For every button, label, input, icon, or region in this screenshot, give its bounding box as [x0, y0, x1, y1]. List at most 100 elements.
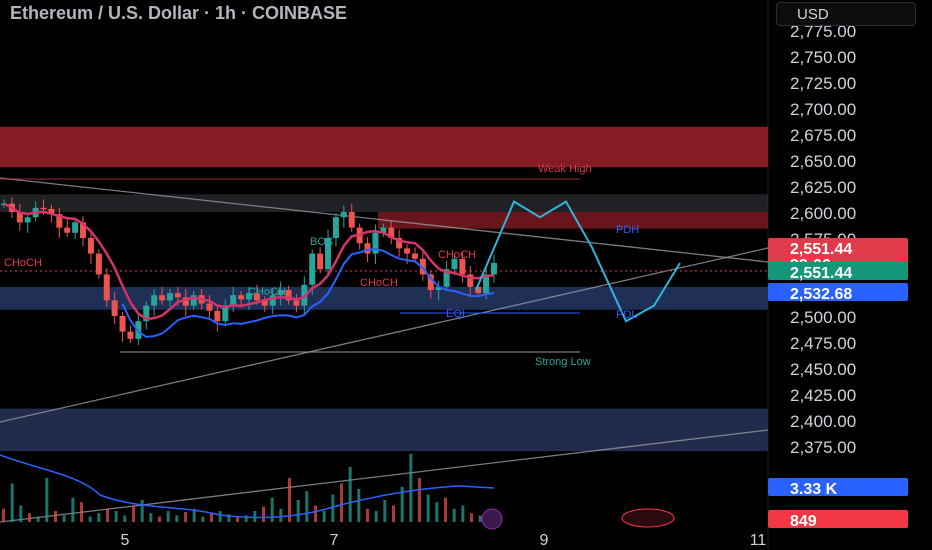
candle-body [443, 269, 450, 287]
candle [325, 229, 332, 276]
candle-body [475, 286, 482, 294]
volume-bar [392, 505, 395, 522]
y-tick-label: 2,675.00 [790, 126, 856, 145]
candle-body [293, 300, 300, 306]
volume-bar [19, 505, 23, 522]
annotation-label: Strong Low [535, 356, 591, 368]
volume-bar [114, 511, 118, 522]
volume-bar [80, 502, 83, 522]
annotation-label: PDH [616, 224, 639, 236]
candle [72, 218, 79, 240]
volume-bar [314, 505, 317, 522]
y-tick-label: 2,375.00 [790, 438, 856, 457]
volume-bar [270, 497, 274, 522]
volume-bar [340, 483, 343, 522]
candle-body [467, 274, 474, 287]
forecast-line [475, 200, 681, 323]
candle [56, 207, 63, 238]
annotation-label: PDL [616, 309, 637, 321]
candle-body [459, 258, 466, 275]
volume-bar [192, 508, 196, 522]
y-tick-label: 2,775.00 [790, 22, 856, 41]
candle-body [246, 293, 252, 300]
price-tag-ma-bg [768, 283, 908, 301]
candle-body [364, 243, 371, 254]
candle-body [214, 310, 221, 322]
candle-body [332, 217, 339, 238]
volume-bar [123, 515, 127, 522]
candle-body [72, 222, 79, 233]
candle-body [95, 253, 102, 275]
indicator-tag: 849 [768, 510, 908, 530]
volume-bar [435, 502, 439, 522]
volume-bar [400, 486, 404, 522]
candle-body [222, 305, 229, 322]
volume-bar [201, 516, 205, 522]
volume-bar [62, 515, 66, 522]
volume-bar [45, 478, 49, 522]
candle-body [380, 227, 387, 233]
candle [419, 250, 426, 281]
candle-body [111, 300, 118, 316]
annotation-label: CHoCH [360, 277, 398, 289]
candle-body [238, 295, 245, 300]
candle [285, 285, 292, 305]
candle-body [483, 274, 490, 294]
y-tick-label: 2,625.00 [790, 178, 856, 197]
volume-bar [71, 497, 75, 522]
volume-bar [166, 511, 170, 522]
zone-supply [0, 126, 768, 168]
volume-bar [374, 511, 378, 522]
volume-bar [140, 500, 144, 522]
candle-body [166, 293, 173, 301]
volume-tag: 3.33 K [768, 478, 908, 498]
volume-bar [383, 500, 387, 522]
candle [64, 219, 71, 237]
candle [230, 286, 237, 312]
candle-body [309, 253, 316, 285]
candle-body [182, 297, 189, 306]
candle-body [411, 253, 418, 259]
volume-bar [288, 478, 291, 522]
candle-body [80, 222, 87, 238]
trend-line [0, 429, 769, 523]
volume-bar [296, 500, 300, 522]
volume-bar [418, 478, 421, 522]
candle [182, 288, 189, 316]
annotation-label: Weak High [538, 163, 592, 175]
y-tick-label: 2,400.00 [790, 412, 856, 431]
volume-tag-text: 3.33 K [790, 481, 838, 498]
candle-body [159, 295, 166, 301]
volume-bar [366, 508, 369, 522]
candle [277, 281, 284, 306]
trend-line [0, 177, 769, 263]
candle [443, 260, 450, 292]
volume-bar [54, 511, 57, 522]
y-tick-label: 2,725.00 [790, 74, 856, 93]
flash-icon [481, 508, 503, 530]
zone-grey [0, 194, 768, 212]
y-tick-label: 2,750.00 [790, 48, 856, 67]
x-tick-label: 5 [121, 532, 130, 549]
candle-body [151, 295, 158, 306]
volume-bar [253, 511, 257, 522]
volume-bar [210, 513, 213, 522]
y-tick-label: 2,500.00 [790, 308, 856, 327]
candle-body [103, 274, 110, 301]
candle [87, 229, 94, 264]
volume-bar [331, 494, 335, 522]
candle-body [348, 212, 355, 228]
volume-bar [452, 508, 456, 522]
candle-body [24, 217, 31, 223]
candle [332, 213, 339, 247]
volume-bar [106, 508, 109, 522]
candle-body [230, 295, 237, 306]
currency-select[interactable]: USD [776, 2, 916, 26]
ma-line-pink [3, 202, 495, 321]
candle [467, 266, 474, 298]
candle [80, 216, 87, 247]
candle-body [285, 290, 292, 301]
volume-bar [97, 513, 101, 522]
candle-body [277, 290, 284, 296]
